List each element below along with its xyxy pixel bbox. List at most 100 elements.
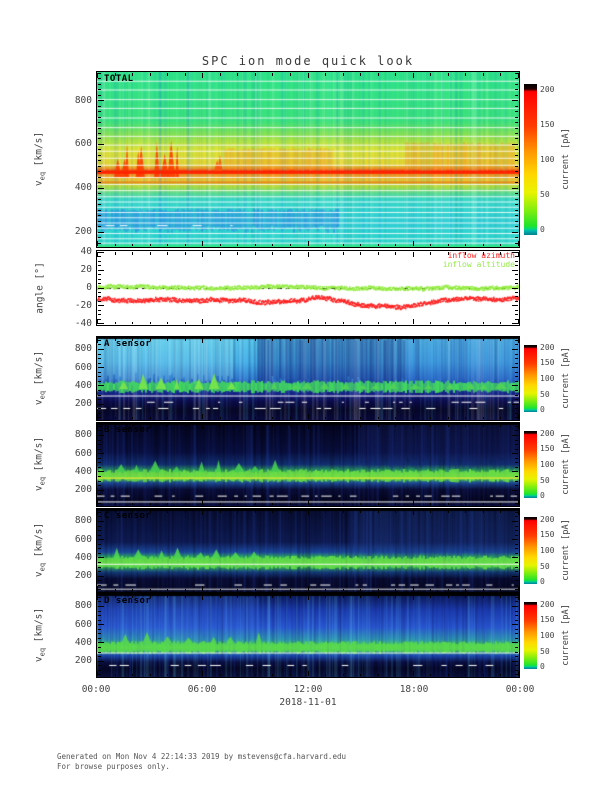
y-tick-mark xyxy=(512,661,518,662)
y-tick-label: 200 xyxy=(52,655,92,666)
x-tick-mark xyxy=(483,73,484,76)
y-tick-label: 800 xyxy=(52,429,92,440)
x-tick-mark xyxy=(97,338,98,343)
x-tick-mark xyxy=(237,424,238,427)
spc-quicklook-figure: SPC ion mode quick look TOTAL inflow azi… xyxy=(0,0,612,792)
panel-label-b-sensor: B sensor xyxy=(104,425,151,435)
y-tick-mark xyxy=(98,177,101,178)
x-tick-mark xyxy=(167,244,168,247)
x-tick-mark xyxy=(255,322,256,325)
x-tick-mark xyxy=(430,503,431,506)
x-tick-mark xyxy=(500,73,501,76)
x-tick-mark xyxy=(237,338,238,341)
y-tick-label: 400 xyxy=(52,182,92,193)
footer: Generated on Mon Nov 4 22:14:33 2019 by … xyxy=(57,752,346,771)
x-tick-mark xyxy=(255,510,256,513)
x-tick-mark xyxy=(395,589,396,592)
y-tick-mark xyxy=(512,367,518,368)
colorbar-tick-label: 100 xyxy=(540,374,554,383)
x-tick-mark xyxy=(343,510,344,513)
x-tick-mark xyxy=(378,674,379,677)
x-tick-mark xyxy=(150,589,151,592)
y-tick-mark xyxy=(512,453,518,454)
x-tick-mark xyxy=(413,414,414,419)
y-tick-mark xyxy=(98,358,101,359)
x-tick-mark xyxy=(290,595,291,598)
x-tick-mark xyxy=(413,424,414,429)
colorbar-canvas xyxy=(524,84,537,235)
colorbar-c-sensor xyxy=(524,517,537,584)
y-tick-label: 800 xyxy=(52,515,92,526)
y-tick-mark xyxy=(515,526,518,527)
x-tick-mark xyxy=(167,322,168,325)
y-tick-mark xyxy=(98,557,104,558)
y-tick-mark xyxy=(515,89,518,90)
y-tick-mark xyxy=(512,288,518,289)
y-tick-mark xyxy=(515,440,518,441)
x-tick-mark xyxy=(150,252,151,255)
y-tick-mark xyxy=(515,210,518,211)
y-tick-mark xyxy=(515,95,518,96)
x-tick-mark xyxy=(378,503,379,506)
y-tick-mark xyxy=(515,638,518,639)
x-tick-mark xyxy=(185,417,186,420)
y-tick-mark xyxy=(98,237,101,238)
x-tick-mark xyxy=(290,503,291,506)
colorbar-tick-label: 200 xyxy=(540,600,554,609)
y-tick-mark xyxy=(98,567,101,568)
y-tick-mark xyxy=(98,426,101,427)
x-tick-mark xyxy=(465,73,466,76)
x-tick-mark xyxy=(413,319,414,324)
y-tick-mark xyxy=(515,444,518,445)
x-tick-mark xyxy=(290,589,291,592)
y-tick-mark xyxy=(98,485,101,486)
y-tick-mark xyxy=(515,160,518,161)
colorbar-tick-label: 200 xyxy=(540,85,554,94)
y-tick-mark xyxy=(515,381,518,382)
y-tick-mark xyxy=(98,458,101,459)
y-tick-mark xyxy=(98,601,101,602)
y-tick-mark xyxy=(98,155,101,156)
x-tick-mark xyxy=(360,595,361,598)
y-tick-mark xyxy=(98,188,104,189)
x-tick-mark xyxy=(483,510,484,513)
y-tick-mark xyxy=(515,620,518,621)
x-tick-mark xyxy=(518,671,519,676)
y-tick-mark xyxy=(515,111,518,112)
y-tick-label: 800 xyxy=(52,343,92,354)
x-tick-mark xyxy=(202,414,203,419)
y-tick-mark xyxy=(515,476,518,477)
y-tick-mark xyxy=(98,652,101,653)
x-tick-mark xyxy=(202,252,203,257)
y-tick-mark xyxy=(515,481,518,482)
y-tick-mark xyxy=(98,95,101,96)
x-tick-mark xyxy=(167,338,168,341)
y-tick-mark xyxy=(515,571,518,572)
x-tick-mark xyxy=(167,589,168,592)
total-y-axis-label: veq [km/s] xyxy=(34,132,47,186)
y-tick-mark xyxy=(515,633,518,634)
x-tick-mark xyxy=(360,417,361,420)
y-tick-mark xyxy=(98,670,101,671)
x-tick-mark xyxy=(97,510,98,515)
x-tick-mark xyxy=(202,586,203,591)
x-tick-mark xyxy=(465,424,466,427)
y-tick-mark xyxy=(515,199,518,200)
x-tick-mark xyxy=(115,244,116,247)
y-tick-mark xyxy=(515,652,518,653)
x-tick-mark xyxy=(518,414,519,419)
x-tick-mark xyxy=(220,510,221,513)
y-tick-mark xyxy=(515,78,518,79)
x-tick-mark xyxy=(308,671,309,676)
y-tick-mark xyxy=(512,404,518,405)
x-tick-mark xyxy=(167,252,168,255)
x-tick-mark xyxy=(500,503,501,506)
y-tick-mark xyxy=(515,149,518,150)
x-tick-mark xyxy=(378,417,379,420)
y-tick-mark xyxy=(98,310,101,311)
x-tick-mark xyxy=(430,589,431,592)
y-tick-mark xyxy=(515,226,518,227)
colorbar-tick-label: 50 xyxy=(540,390,550,399)
x-tick-mark xyxy=(325,252,326,255)
colorbar-tick-label: 0 xyxy=(540,577,545,586)
